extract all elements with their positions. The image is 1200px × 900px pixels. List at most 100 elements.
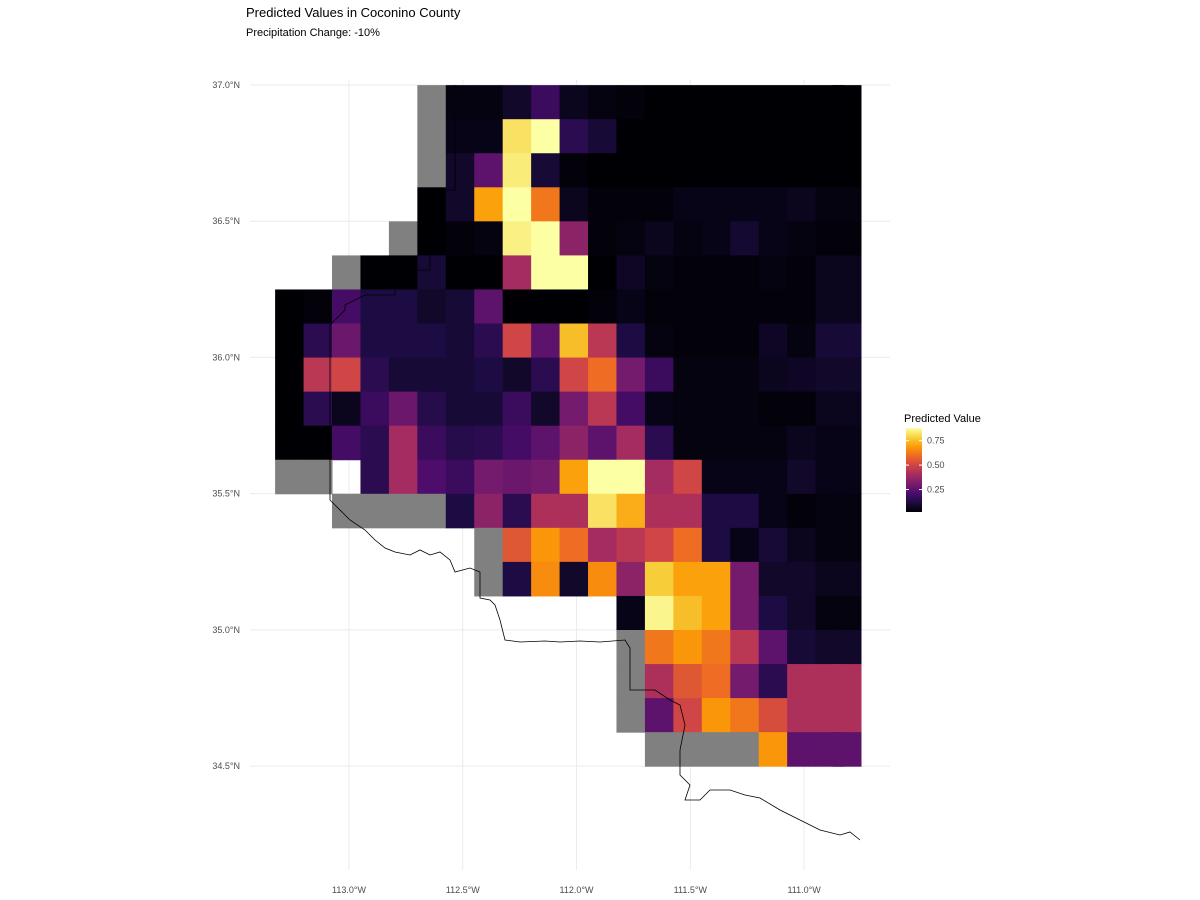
map-cell	[559, 425, 589, 461]
map-cell	[832, 664, 862, 699]
map-cell	[701, 698, 731, 733]
map-cell	[758, 187, 788, 222]
map-cell	[332, 425, 361, 461]
map-cell	[616, 527, 646, 563]
map-cell	[758, 425, 788, 461]
map-cell	[588, 187, 617, 222]
map-cell	[616, 187, 646, 222]
map-cell	[758, 391, 788, 427]
map-cell	[644, 85, 674, 120]
map-cell	[502, 85, 532, 120]
map-cell	[474, 119, 504, 154]
map-cell	[616, 255, 646, 290]
map-cell	[474, 323, 504, 359]
map-cell	[616, 698, 646, 733]
map-cell	[502, 527, 532, 563]
map-cell	[559, 527, 589, 563]
map-cell	[758, 357, 788, 393]
map-cell	[758, 289, 788, 325]
map-cell	[616, 357, 646, 393]
map-cell	[332, 255, 361, 290]
map-cell	[275, 289, 305, 325]
map-cell	[502, 493, 532, 529]
map-cell	[559, 459, 589, 495]
map-cell	[388, 459, 418, 495]
map-cell	[502, 357, 532, 393]
map-cell	[701, 732, 731, 767]
x-tick-label: 112.0°W	[560, 885, 594, 895]
map-cell	[616, 391, 646, 427]
y-tick-label: 34.5°N	[212, 761, 240, 771]
map-cell	[787, 119, 817, 154]
map-cell	[502, 391, 532, 427]
map-cell	[588, 153, 617, 188]
map-cell	[730, 698, 760, 733]
y-tick-label: 36.0°N	[212, 352, 240, 362]
map-cell	[616, 595, 646, 631]
map-cell	[559, 255, 589, 290]
map-cell	[588, 85, 617, 120]
map-cell	[445, 357, 475, 393]
map-cell	[730, 221, 760, 256]
county-outline	[329, 85, 861, 841]
map-cell	[360, 255, 390, 290]
map-cell	[388, 391, 418, 427]
map-cell	[474, 493, 504, 529]
map-cell	[673, 187, 703, 222]
map-cell	[758, 85, 788, 120]
map-cell	[531, 221, 561, 256]
map-cell	[787, 459, 817, 495]
map-cell	[673, 391, 703, 427]
map-cell	[832, 323, 862, 359]
map-cell	[787, 698, 817, 733]
map-cell	[730, 664, 760, 699]
map-cell	[673, 255, 703, 290]
map-cell	[531, 323, 561, 359]
map-cell	[417, 323, 447, 359]
map-cell	[787, 357, 817, 393]
map-cell	[531, 153, 561, 188]
map-cell	[275, 459, 305, 495]
map-cell	[644, 289, 674, 325]
map-cell	[275, 357, 305, 393]
legend-label: 0.75	[927, 436, 945, 446]
y-tick-label: 37.0°N	[212, 80, 240, 90]
map-cell	[360, 459, 390, 495]
map-cell	[701, 323, 731, 359]
map-cell	[832, 153, 862, 188]
map-cell	[332, 357, 361, 393]
map-cell	[701, 561, 731, 597]
map-cell	[832, 493, 862, 529]
map-cell	[417, 493, 447, 529]
map-cell	[445, 493, 475, 529]
map-cell	[588, 289, 617, 325]
map-cell	[445, 85, 475, 120]
map-cell	[616, 459, 646, 495]
map-cell	[644, 153, 674, 188]
map-cell	[303, 391, 333, 427]
map-cell	[673, 664, 703, 699]
map-cell	[701, 630, 731, 665]
map-cell	[360, 323, 390, 359]
map-cell	[644, 425, 674, 461]
x-tick-label: 111.5°W	[674, 885, 708, 895]
map-cell	[303, 289, 333, 325]
map-cell	[730, 527, 760, 563]
map-cell	[644, 459, 674, 495]
map-cell	[388, 357, 418, 393]
map-cell	[502, 221, 532, 256]
map-cell	[644, 732, 674, 767]
map-cell	[474, 221, 504, 256]
map-cell	[644, 221, 674, 256]
map-cell	[701, 425, 731, 461]
map-cell	[417, 289, 447, 325]
map-cell	[758, 630, 788, 665]
map-cell	[588, 323, 617, 359]
map-cell	[616, 630, 646, 665]
map-cell	[673, 425, 703, 461]
map-cell	[559, 357, 589, 393]
map-cell	[673, 153, 703, 188]
map-cell	[502, 561, 532, 597]
map-cell	[730, 595, 760, 631]
map-cell	[673, 561, 703, 597]
